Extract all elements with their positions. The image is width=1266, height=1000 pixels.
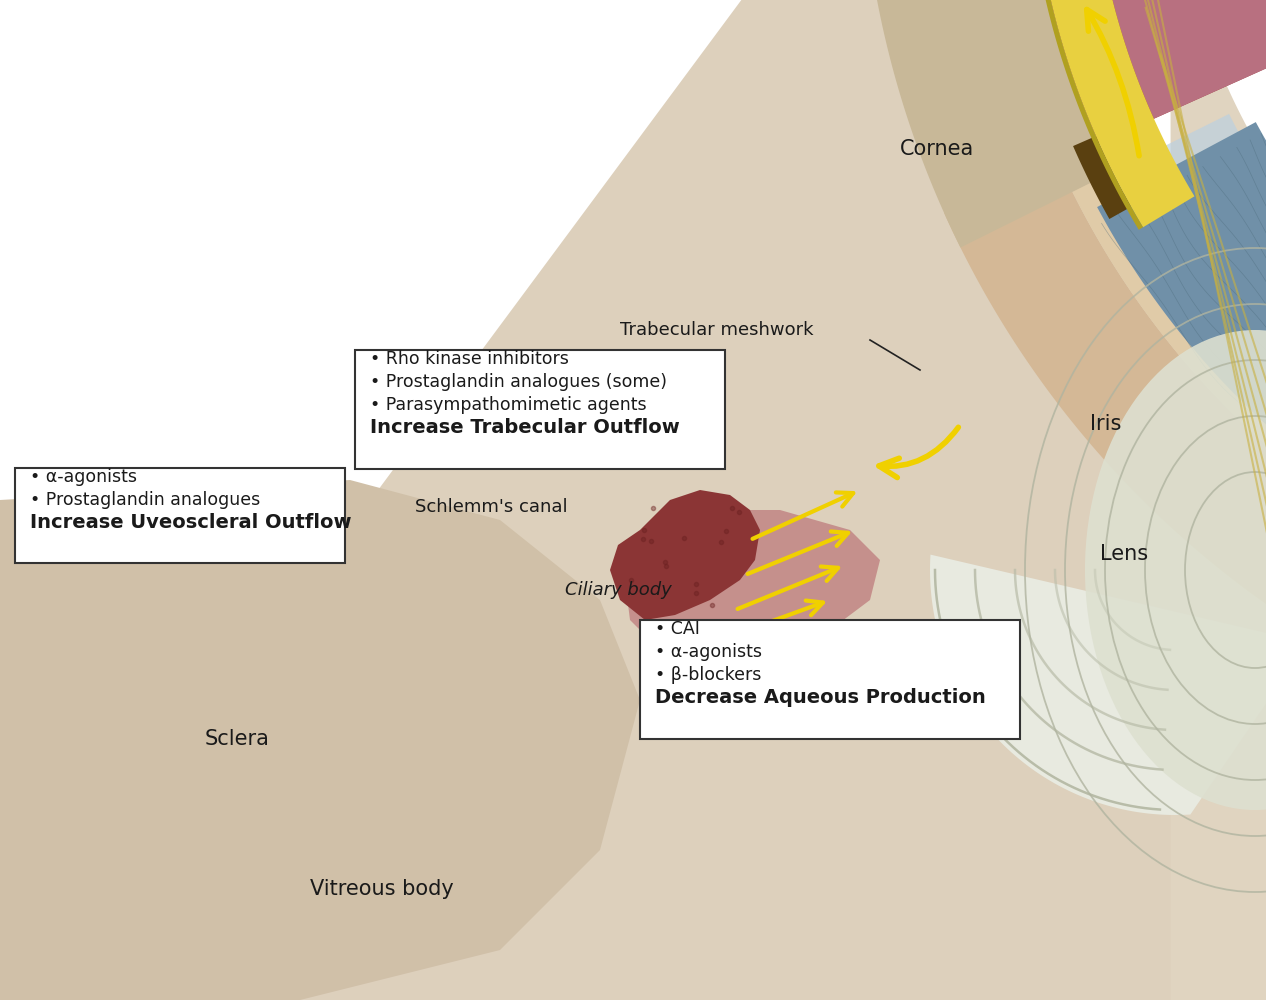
Text: • β-blockers: • β-blockers bbox=[655, 666, 761, 684]
Text: Cornea: Cornea bbox=[900, 139, 975, 159]
FancyBboxPatch shape bbox=[354, 350, 725, 469]
Polygon shape bbox=[1098, 122, 1266, 506]
Text: • Parasympathomimetic agents: • Parasympathomimetic agents bbox=[370, 396, 647, 414]
Polygon shape bbox=[1025, 0, 1143, 230]
Polygon shape bbox=[1104, 114, 1266, 519]
Text: Schlemm's canal: Schlemm's canal bbox=[415, 498, 567, 516]
Polygon shape bbox=[860, 0, 1113, 248]
Text: Trabecular meshwork: Trabecular meshwork bbox=[620, 321, 814, 339]
Text: • Prostaglandin analogues: • Prostaglandin analogues bbox=[30, 491, 261, 509]
Text: Sclera: Sclera bbox=[205, 729, 270, 749]
FancyBboxPatch shape bbox=[15, 468, 346, 563]
Polygon shape bbox=[1058, 147, 1266, 561]
Polygon shape bbox=[931, 470, 1266, 815]
Text: • Rho kinase inhibitors: • Rho kinase inhibitors bbox=[370, 350, 568, 368]
Text: Increase Trabecular Outflow: Increase Trabecular Outflow bbox=[370, 418, 680, 437]
Polygon shape bbox=[944, 162, 1266, 672]
Text: Increase Uveoscleral Outflow: Increase Uveoscleral Outflow bbox=[30, 513, 352, 532]
Polygon shape bbox=[1090, 0, 1266, 119]
Polygon shape bbox=[1074, 136, 1131, 219]
Text: Lens: Lens bbox=[1100, 544, 1148, 564]
Text: Iris: Iris bbox=[1090, 414, 1122, 434]
Ellipse shape bbox=[1085, 330, 1266, 810]
Text: • α-agonists: • α-agonists bbox=[30, 468, 137, 486]
Polygon shape bbox=[1031, 0, 1195, 227]
Polygon shape bbox=[1031, 0, 1139, 172]
Text: • CAI: • CAI bbox=[655, 620, 700, 638]
Text: • Prostaglandin analogues (some): • Prostaglandin analogues (some) bbox=[370, 373, 667, 391]
Polygon shape bbox=[1031, 0, 1266, 143]
Text: • α-agonists: • α-agonists bbox=[655, 643, 762, 661]
Polygon shape bbox=[0, 480, 641, 1000]
Polygon shape bbox=[610, 490, 760, 620]
Polygon shape bbox=[625, 510, 880, 660]
Polygon shape bbox=[1171, 0, 1266, 1000]
Text: Ciliary body: Ciliary body bbox=[565, 581, 672, 599]
Text: Decrease Aqueous Production: Decrease Aqueous Production bbox=[655, 688, 986, 707]
FancyBboxPatch shape bbox=[641, 620, 1020, 739]
Text: Vitreous body: Vitreous body bbox=[310, 879, 453, 899]
